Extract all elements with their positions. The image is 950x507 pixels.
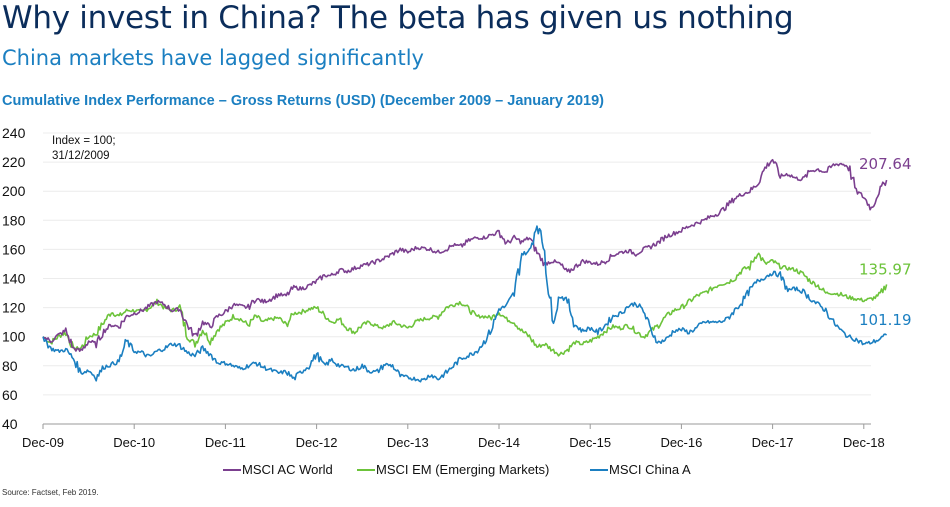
- gridlines: [43, 132, 871, 396]
- index-annotation: Index = 100; 31/12/2009: [52, 135, 116, 162]
- series-line-msci-china-a: [42, 225, 888, 383]
- y-tick-label: 40: [2, 416, 18, 432]
- page-subtitle: China markets have lagged significantly: [2, 46, 424, 70]
- source-note: Source: Factset, Feb 2019.: [2, 488, 99, 497]
- annotation-line-1: Index = 100;: [52, 135, 116, 147]
- x-tick-label: Dec-16: [660, 435, 702, 450]
- legend-label: MSCI AC World: [242, 462, 333, 477]
- y-axis-ticks: 240 220 200 180 160 140 120 100 80 60 40: [2, 125, 26, 432]
- legend-item: MSCI EM (Emerging Markets): [357, 462, 549, 477]
- y-tick-label: 100: [2, 329, 26, 345]
- y-tick-label: 160: [2, 241, 26, 257]
- x-tick-label: Dec-11: [205, 435, 246, 450]
- y-tick-label: 240: [2, 125, 26, 141]
- legend-label: MSCI EM (Emerging Markets): [376, 462, 549, 477]
- end-value-label: 135.97: [859, 260, 912, 278]
- legend-item: MSCI China A: [590, 462, 691, 477]
- end-value-label: 207.64: [859, 155, 912, 173]
- x-tick-label: Dec-14: [478, 435, 520, 450]
- y-tick-label: 80: [2, 358, 18, 374]
- page-title: Why invest in China? The beta has given …: [2, 0, 794, 36]
- series-lines: [42, 158, 888, 383]
- y-tick-label: 200: [2, 183, 26, 199]
- x-axis: Dec-09 Dec-10 Dec-11 Dec-12 Dec-13 Dec-14 Dec-…: [22, 423, 885, 450]
- y-tick-label: 120: [2, 300, 26, 316]
- annotation-line-2: 31/12/2009: [52, 150, 110, 162]
- x-tick-label: Dec-13: [387, 435, 429, 450]
- x-tick-label: Dec-12: [296, 435, 338, 450]
- y-tick-label: 180: [2, 212, 26, 228]
- x-tick-label: Dec-17: [752, 435, 794, 450]
- chart-title: Cumulative Index Performance – Gross Ret…: [2, 93, 604, 109]
- x-tick-label: Dec-10: [113, 435, 155, 450]
- end-labels: 135.97 207.64 101.19: [859, 155, 912, 329]
- series-line-msci-em-emerging-markets: [42, 252, 888, 357]
- y-tick-label: 220: [2, 154, 26, 170]
- x-tick-label: Dec-18: [843, 435, 885, 450]
- end-value-label: 101.19: [859, 311, 912, 329]
- legend-label: MSCI China A: [609, 462, 691, 477]
- y-tick-label: 60: [2, 387, 18, 403]
- legend-item: MSCI AC World: [223, 462, 333, 477]
- x-tick-label: Dec-09: [22, 435, 64, 450]
- series-line-msci-ac-world: [42, 158, 888, 352]
- y-tick-label: 140: [2, 271, 26, 287]
- x-tick-label: Dec-15: [569, 435, 611, 450]
- legend: MSCI AC World MSCI EM (Emerging Markets) M…: [223, 462, 691, 477]
